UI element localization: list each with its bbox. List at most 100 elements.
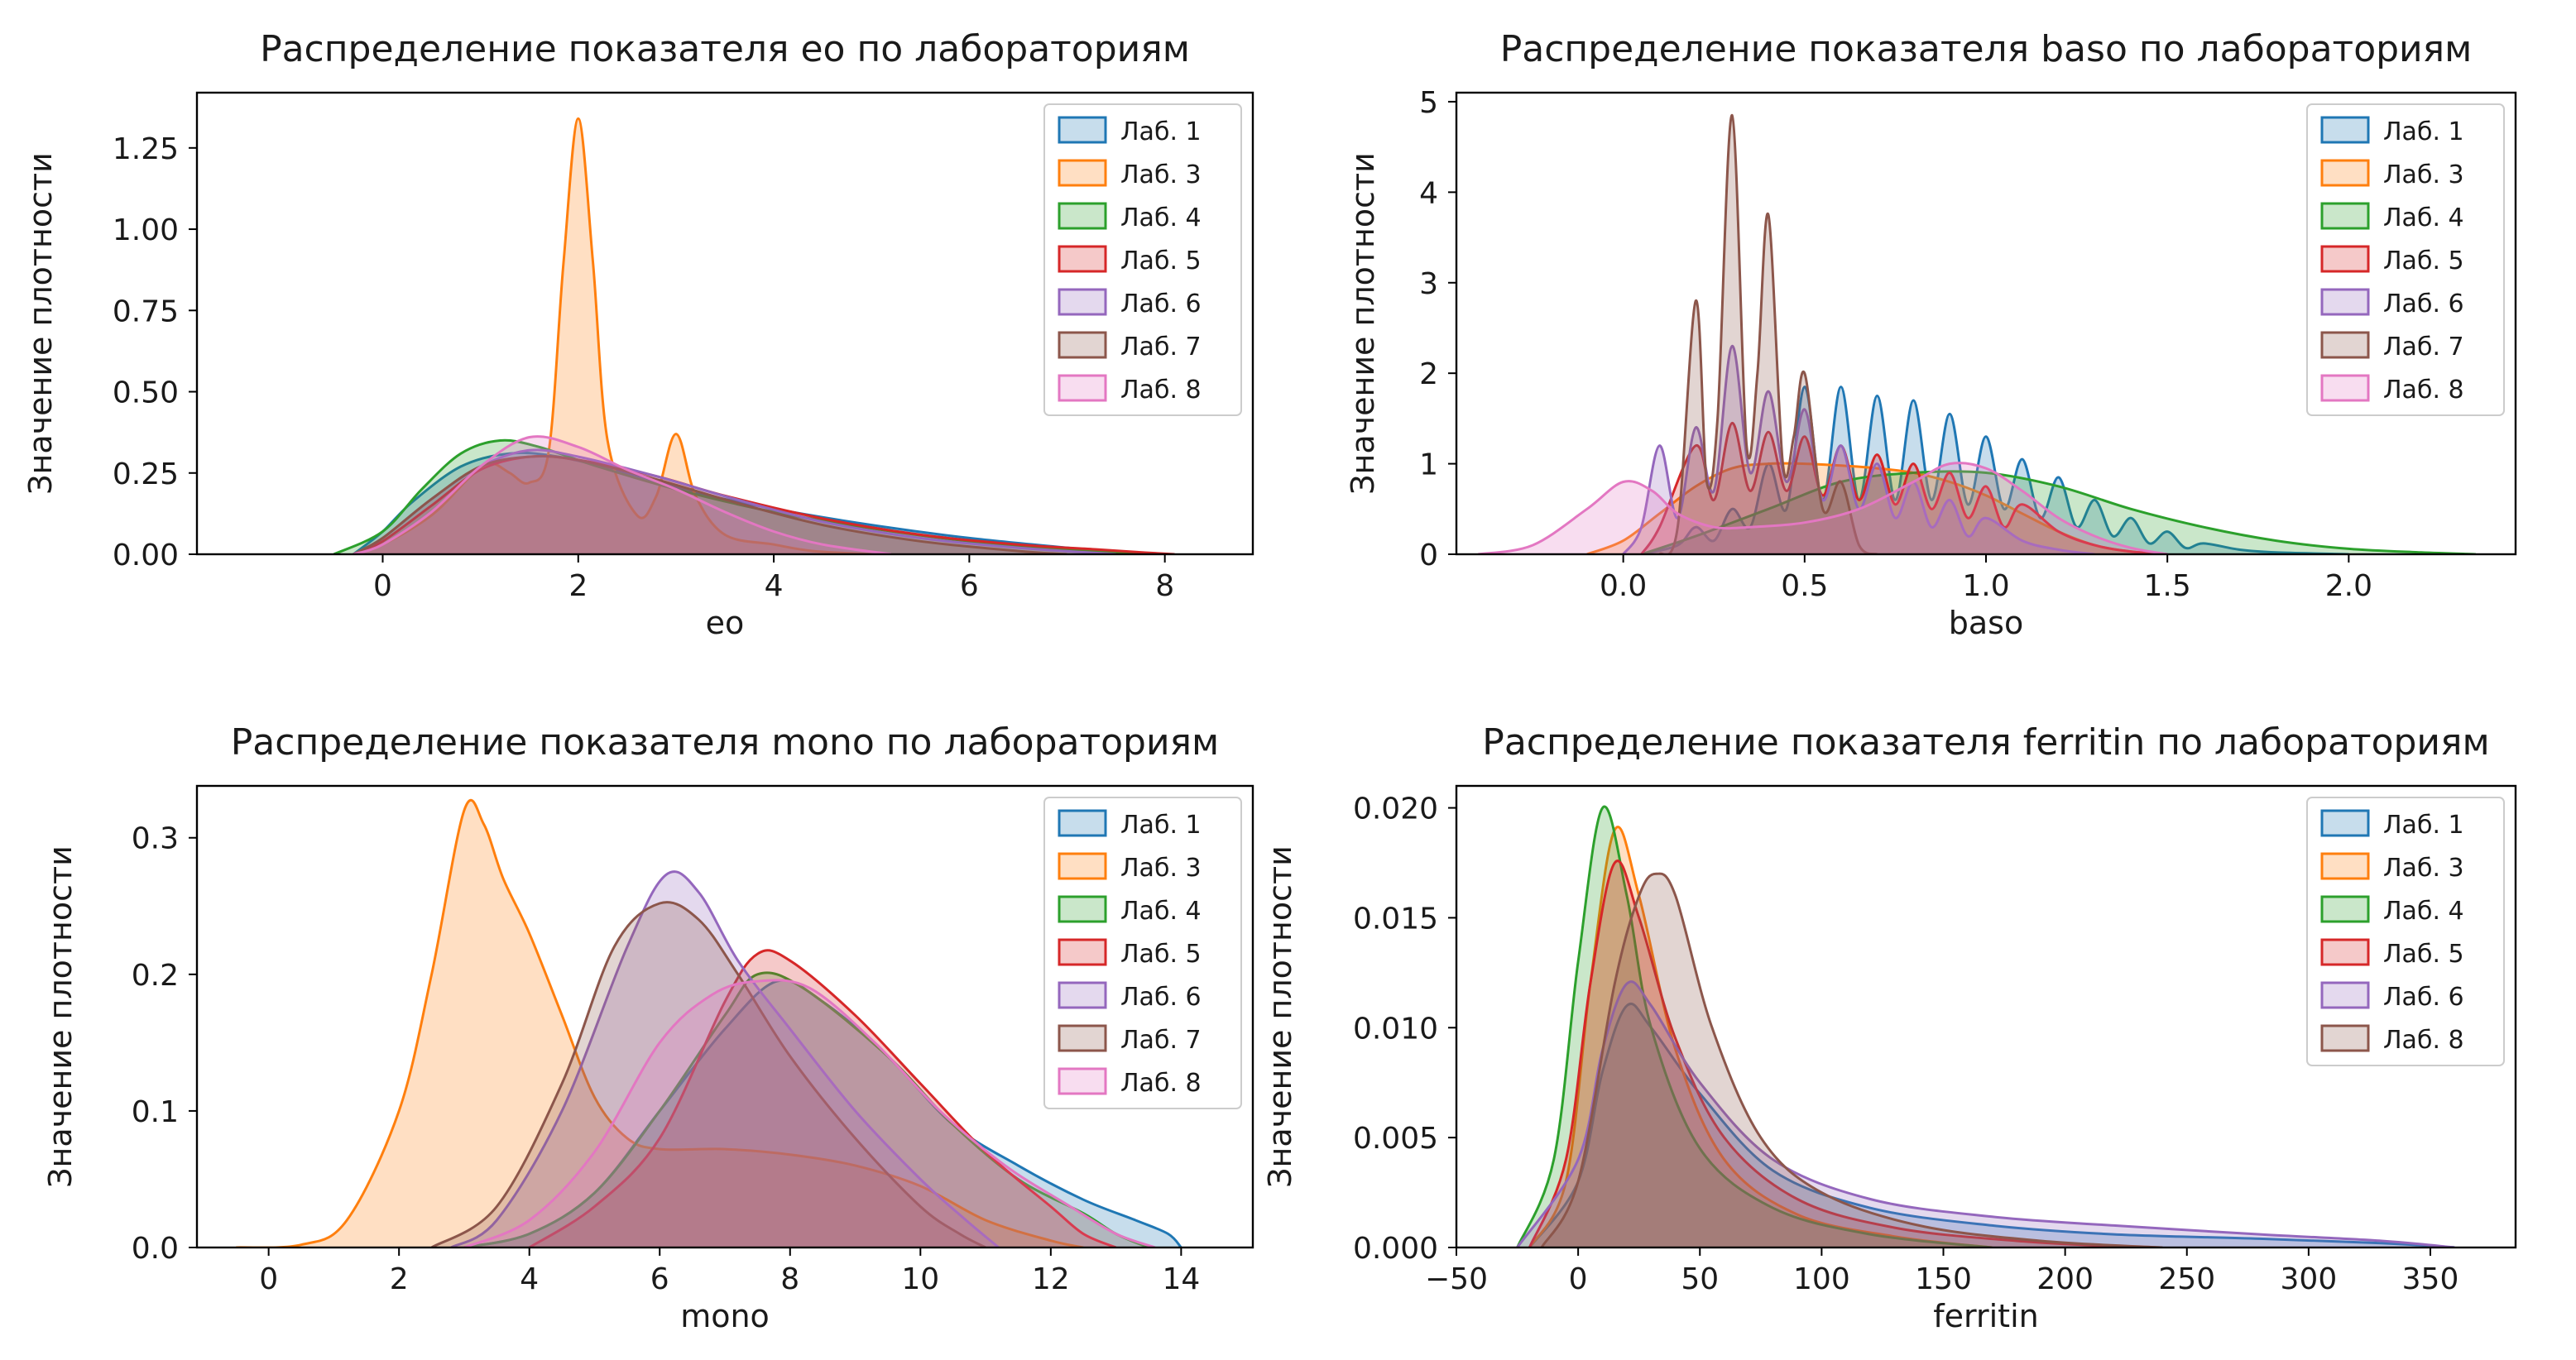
legend-box [2306, 797, 2505, 1066]
axes-frame [1455, 784, 2517, 1249]
y-tick-label: 5 [1419, 86, 1438, 120]
legend-entry: Лаб. 8 [1120, 1069, 1202, 1098]
density-area-Лаб. 8 [463, 979, 1155, 1247]
legend-entry: Лаб. 8 [2383, 376, 2464, 405]
legend-entry: Лаб. 1 [2383, 117, 2464, 146]
legend-entry: Лаб. 6 [1120, 290, 1202, 318]
density-area-Лаб. 4 [1641, 471, 2476, 554]
x-tick-label: 2 [568, 569, 588, 603]
y-tick-label: 0.2 [132, 959, 179, 993]
density-area-Лаб. 6 [1517, 981, 2455, 1247]
legend-entry: Лаб. 7 [1120, 1026, 1202, 1055]
legend-entry: Лаб. 8 [1120, 376, 1202, 405]
y-axis-label: Значение плотности [22, 152, 59, 495]
legend-swatch [1058, 202, 1107, 230]
legend-swatch [1058, 852, 1107, 880]
y-tick-label: 0.75 [113, 295, 179, 328]
series-group [1478, 113, 2476, 554]
legend-swatch [2320, 809, 2370, 837]
x-tick-label: 0 [1569, 1262, 1588, 1296]
legend-entry: Лаб. 3 [1120, 160, 1202, 189]
legend-swatch [2320, 981, 2370, 1009]
y-tick-label: 0.020 [1353, 793, 1438, 826]
density-area-Лаб. 4 [1517, 807, 1993, 1247]
subplot-3: Распределение показателя mono по лаборат… [42, 721, 1254, 1334]
density-area-Лаб. 6 [451, 871, 999, 1247]
density-area-Лаб. 5 [1529, 860, 2138, 1247]
y-tick-label: 3 [1419, 267, 1438, 301]
y-tick-label: 0.00 [113, 539, 179, 572]
series-group [333, 117, 1175, 554]
x-tick-label: 6 [960, 569, 979, 603]
y-tick-label: 0.000 [1353, 1232, 1438, 1266]
legend-entry: Лаб. 1 [2383, 811, 2464, 840]
x-tick-label: 14 [1162, 1262, 1200, 1296]
density-line-Лаб. 3 [236, 798, 1084, 1247]
x-tick-label: 250 [2158, 1262, 2215, 1296]
x-axis-label: eo [706, 605, 745, 641]
legend-entry: Лаб. 5 [2383, 247, 2464, 275]
x-tick-label: 300 [2281, 1262, 2338, 1296]
density-area-Лаб. 5 [353, 456, 1175, 554]
x-tick-label: 1.0 [1962, 569, 2009, 603]
y-tick-label: 1.25 [113, 132, 179, 166]
legend-swatch [2320, 116, 2370, 144]
legend-entry: Лаб. 1 [1120, 811, 1202, 840]
legend-swatch [2320, 202, 2370, 230]
x-tick-label: 6 [650, 1262, 669, 1296]
density-area-Лаб. 6 [1623, 346, 2095, 554]
axes-frame [195, 784, 1254, 1249]
legend-entry: Лаб. 6 [2383, 983, 2464, 1012]
y-tick-label: 0.015 [1353, 902, 1438, 936]
legend-swatch [2320, 1024, 2370, 1052]
legend: Лаб. 1 Лаб. 3 Лаб. 4 Лаб. 5 Лаб. 6 Лаб. 7 Лаб.… [1043, 797, 1242, 1109]
legend-swatch [2320, 852, 2370, 880]
x-tick-label: 8 [1155, 569, 1174, 603]
x-tick-label: 2 [390, 1262, 409, 1296]
x-tick-label: 0 [259, 1262, 278, 1296]
legend-entry: Лаб. 7 [2383, 333, 2464, 362]
density-area-Лаб. 4 [463, 972, 1149, 1247]
legend: Лаб. 1 Лаб. 3 Лаб. 4 Лаб. 5 Лаб. 6 Лаб. 7 Лаб.… [2306, 103, 2505, 416]
density-line-Лаб. 5 [1528, 860, 2138, 1247]
subplot-4: Распределение показателя ferritin по лаб… [1262, 721, 2517, 1334]
density-line-Лаб. 4 [1516, 805, 1993, 1247]
legend-entry: Лаб. 7 [1120, 333, 1202, 362]
x-tick-label: −50 [1425, 1262, 1488, 1296]
legend-swatch [1058, 331, 1107, 359]
y-tick-label: 4 [1419, 176, 1438, 210]
legend-entry: Лаб. 4 [1120, 897, 1202, 926]
legend-entry: Лаб. 4 [2383, 204, 2464, 232]
legend-swatch [1058, 374, 1107, 402]
x-tick-label: 2.0 [2325, 569, 2372, 603]
density-line-Лаб. 6 [450, 870, 1000, 1247]
y-axis-label: Значение плотности [42, 845, 79, 1188]
legend-entry: Лаб. 6 [2383, 290, 2464, 318]
chart-title: Распределение показателя ferritin по лаб… [1482, 721, 2489, 764]
legend-swatch [1058, 245, 1107, 273]
subplot-1: Распределение показателя eo по лаборатор… [22, 28, 1254, 641]
density-area-Лаб. 7 [431, 902, 986, 1247]
series-group [236, 798, 1182, 1247]
density-line-Лаб. 7 [1658, 113, 1878, 554]
density-line-Лаб. 8 [463, 979, 1156, 1247]
x-axis-label: baso [1949, 605, 2023, 641]
density-area-Лаб. 8 [1478, 462, 2168, 554]
density-line-Лаб. 5 [1640, 421, 2168, 554]
legend-entry: Лаб. 8 [2383, 1026, 2464, 1055]
subplot-2: Распределение показателя baso по лаборат… [1345, 28, 2517, 641]
density-area-Лаб. 1 [463, 979, 1182, 1247]
legend-entry: Лаб. 1 [1120, 117, 1202, 146]
series-group [1516, 805, 2455, 1247]
x-tick-label: 8 [780, 1262, 799, 1296]
x-tick-label: 200 [2036, 1262, 2094, 1296]
legend-swatch [2320, 245, 2370, 273]
legend-entry: Лаб. 3 [2383, 854, 2464, 883]
x-tick-label: 0.5 [1781, 569, 1828, 603]
legend: Лаб. 1 Лаб. 3 Лаб. 4 Лаб. 5 Лаб. 6 Лаб. 7 Лаб.… [1043, 103, 1242, 416]
x-tick-label: 12 [1032, 1262, 1070, 1296]
density-area-Лаб. 1 [1641, 386, 2349, 554]
density-area-Лаб. 3 [1529, 826, 1993, 1247]
legend-swatch [1058, 938, 1107, 966]
